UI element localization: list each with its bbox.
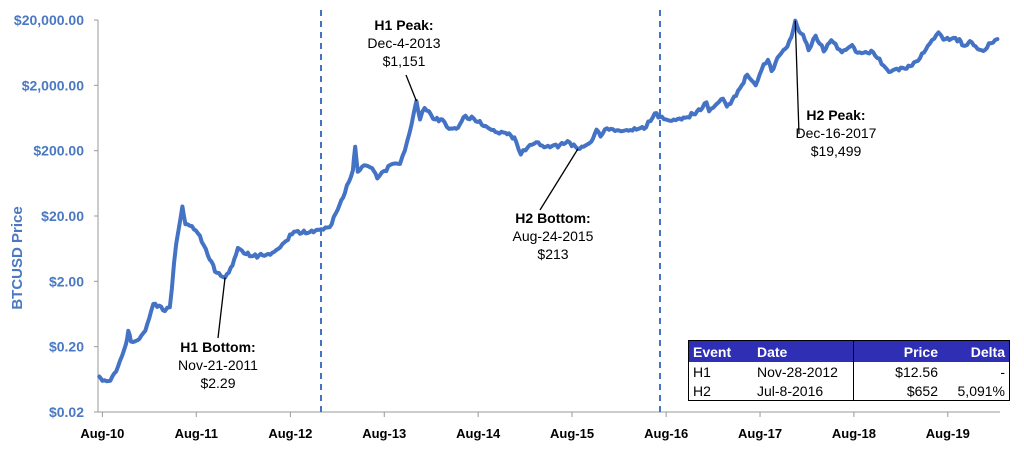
table-row: H2 Jul-8-2016 $652 5,091%	[689, 381, 1010, 401]
table-header-row: Event Date Price Delta	[688, 340, 1010, 362]
annotation-title: H2 Bottom:	[515, 210, 590, 226]
annotation-value: $213	[537, 246, 568, 262]
x-tick-label: Aug-13	[362, 426, 406, 441]
table-row: H1 Nov-28-2012 $12.56 -	[689, 362, 1010, 381]
y-tick-label: $0.02	[49, 404, 84, 420]
x-tick-label: Aug-16	[644, 426, 688, 441]
annotation-value: $1,151	[383, 53, 426, 69]
x-tick-label: Aug-11	[175, 426, 218, 441]
annotation-leader	[794, 20, 800, 135]
x-tick-label: Aug-10	[80, 426, 124, 441]
x-tick-label: Aug-17	[738, 426, 782, 441]
annotation-date: Nov-21-2011	[178, 357, 258, 373]
annotation-title: H2 Peak:	[806, 107, 865, 123]
cell-price: $652	[906, 382, 938, 399]
y-tick-label: $20,000.00	[14, 12, 84, 28]
x-tick-label: Aug-14	[456, 426, 501, 441]
cell-event: H1	[693, 363, 711, 380]
x-tick-label: Aug-18	[832, 426, 876, 441]
cell-date: Jul-8-2016	[753, 381, 854, 401]
annotation-leader	[217, 277, 226, 339]
cell-delta: -	[1000, 363, 1005, 380]
annotation-value: $19,499	[811, 143, 862, 159]
y-tick-label: $200.00	[33, 143, 84, 159]
annotation-date: Aug-24-2015	[513, 228, 594, 244]
x-tick-label: Aug-19	[926, 426, 970, 441]
y-axis-label: BTCUSD Price	[9, 206, 26, 309]
header-date: Date	[753, 340, 854, 362]
y-tick-label: $2,000.00	[22, 77, 84, 93]
annotation-value: $2.29	[200, 375, 235, 391]
y-tick-label: $20.00	[41, 208, 84, 224]
x-axis-ticks: Aug-10 Aug-11 Aug-12 Aug-13 Aug-14 Aug-15 Aug-…	[80, 412, 970, 441]
annotation-date: Dec-4-2013	[367, 35, 440, 51]
y-tick-label: $0.20	[49, 339, 84, 355]
annotation-title: H1 Peak:	[374, 17, 433, 33]
y-tick-label: $2.00	[49, 273, 84, 289]
header-price: Price	[853, 340, 942, 362]
price-series	[97, 18, 1000, 384]
y-axis-ticks: $0.02 $0.20 $2.00 $20.00 $200.00 $2,000.00 $20…	[14, 12, 98, 420]
x-tick-label: Aug-15	[550, 426, 594, 441]
x-tick-label: Aug-12	[268, 426, 312, 441]
annotation-date: Dec-16-2017	[796, 125, 877, 141]
cell-price: $12.56	[895, 363, 938, 380]
cell-event: H2	[693, 382, 711, 399]
header-event: Event	[688, 340, 753, 362]
cell-date: Nov-28-2012	[753, 362, 854, 381]
cell-delta: 5,091%	[957, 382, 1005, 399]
header-delta: Delta	[942, 340, 1010, 362]
annotation-leader	[539, 148, 579, 211]
halving-lines	[319, 10, 661, 412]
halving-events-table: Event Date Price Delta H1 Nov-28-2012 $1…	[688, 340, 1010, 401]
annotation-title: H1 Bottom:	[180, 339, 255, 355]
annotation-leader	[405, 74, 418, 102]
annotations: H1 Bottom: Nov-21-2011 $2.29 H1 Peak: Dec-4-…	[178, 17, 877, 391]
price-line	[97, 18, 1000, 384]
